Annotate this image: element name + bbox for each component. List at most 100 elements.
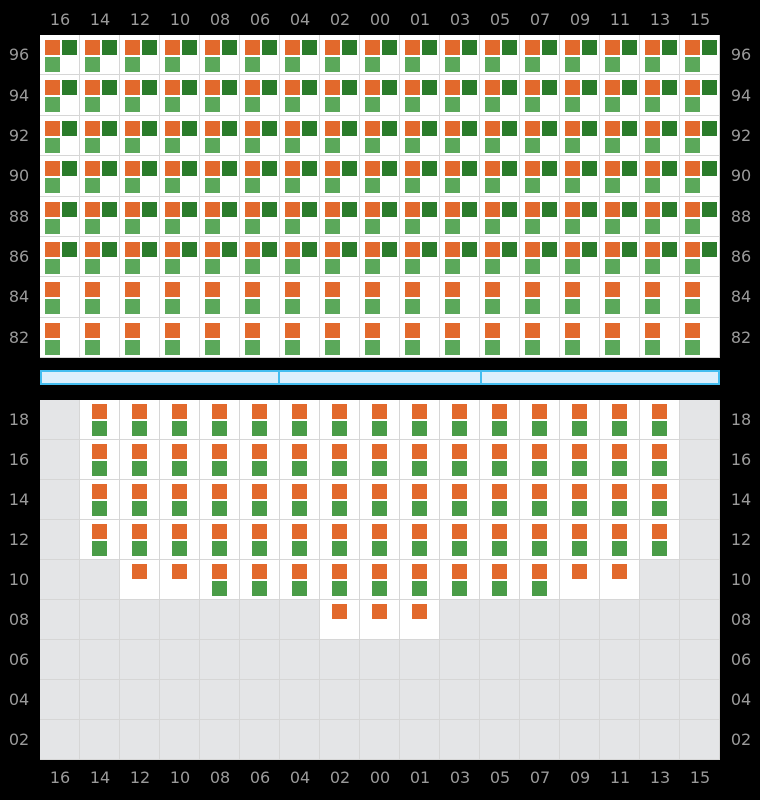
- cell-top-94-16[interactable]: [40, 75, 80, 116]
- cell-bottom-16-12[interactable]: [120, 440, 160, 480]
- cell-top-92-00[interactable]: [360, 115, 400, 157]
- cell-top-96-09[interactable]: [560, 35, 600, 76]
- cell-top-84-03[interactable]: [440, 277, 480, 318]
- cell-bottom-08-06[interactable]: [240, 600, 280, 640]
- cell-bottom-12-00[interactable]: [360, 520, 400, 560]
- cell-bottom-06-04[interactable]: [280, 640, 320, 680]
- cell-bottom-02-12[interactable]: [120, 720, 160, 760]
- cell-top-94-08[interactable]: [200, 75, 240, 116]
- cell-top-94-11[interactable]: [600, 75, 640, 116]
- cell-top-92-12[interactable]: [120, 115, 160, 157]
- cell-top-94-05[interactable]: [480, 75, 520, 116]
- cell-bottom-18-16[interactable]: [40, 400, 80, 440]
- cell-bottom-02-07[interactable]: [520, 720, 560, 760]
- cell-bottom-10-14[interactable]: [80, 560, 120, 600]
- cell-bottom-10-01[interactable]: [400, 560, 440, 600]
- cell-top-96-01[interactable]: [400, 35, 440, 76]
- cell-bottom-08-04[interactable]: [280, 600, 320, 640]
- cell-top-84-08[interactable]: [200, 277, 240, 318]
- cell-top-82-10[interactable]: [160, 317, 200, 358]
- cell-bottom-08-08[interactable]: [200, 600, 240, 640]
- cell-top-84-04[interactable]: [280, 277, 320, 318]
- cell-top-92-10[interactable]: [160, 115, 200, 157]
- cell-top-82-07[interactable]: [520, 317, 560, 358]
- cell-top-94-14[interactable]: [80, 75, 120, 116]
- cell-bottom-06-09[interactable]: [560, 640, 600, 680]
- cell-top-82-16[interactable]: [40, 317, 80, 358]
- cell-top-90-00[interactable]: [360, 156, 400, 197]
- cell-top-86-08[interactable]: [200, 236, 240, 278]
- cell-bottom-08-01[interactable]: [400, 600, 440, 640]
- cell-top-92-07[interactable]: [520, 115, 560, 157]
- cell-bottom-16-05[interactable]: [480, 440, 520, 480]
- cell-top-86-01[interactable]: [400, 236, 440, 278]
- cell-top-90-15[interactable]: [680, 156, 720, 197]
- cell-top-86-12[interactable]: [120, 236, 160, 278]
- cell-bottom-14-09[interactable]: [560, 480, 600, 520]
- cell-top-92-01[interactable]: [400, 115, 440, 157]
- cell-bottom-14-04[interactable]: [280, 480, 320, 520]
- cell-bottom-08-05[interactable]: [480, 600, 520, 640]
- cell-top-90-10[interactable]: [160, 156, 200, 197]
- cell-top-86-14[interactable]: [80, 236, 120, 278]
- cell-top-96-13[interactable]: [640, 35, 680, 76]
- cell-bottom-10-11[interactable]: [600, 560, 640, 600]
- cell-bottom-18-08[interactable]: [200, 400, 240, 440]
- cell-top-86-04[interactable]: [280, 236, 320, 278]
- cell-bottom-10-07[interactable]: [520, 560, 560, 600]
- cell-top-88-12[interactable]: [120, 196, 160, 237]
- cell-bottom-16-03[interactable]: [440, 440, 480, 480]
- cell-top-94-13[interactable]: [640, 75, 680, 116]
- cell-bottom-04-12[interactable]: [120, 680, 160, 720]
- cell-bottom-10-12[interactable]: [120, 560, 160, 600]
- cell-top-88-16[interactable]: [40, 196, 80, 237]
- cell-top-82-01[interactable]: [400, 317, 440, 358]
- cell-bottom-10-05[interactable]: [480, 560, 520, 600]
- cell-bottom-06-03[interactable]: [440, 640, 480, 680]
- cell-top-96-05[interactable]: [480, 35, 520, 76]
- cell-bottom-08-03[interactable]: [440, 600, 480, 640]
- cell-top-92-15[interactable]: [680, 115, 720, 157]
- cell-top-86-05[interactable]: [480, 236, 520, 278]
- cell-top-84-09[interactable]: [560, 277, 600, 318]
- cell-top-92-04[interactable]: [280, 115, 320, 157]
- cell-bottom-18-04[interactable]: [280, 400, 320, 440]
- cell-bottom-02-05[interactable]: [480, 720, 520, 760]
- cell-bottom-02-04[interactable]: [280, 720, 320, 760]
- cell-top-94-02[interactable]: [320, 75, 360, 116]
- cell-top-94-09[interactable]: [560, 75, 600, 116]
- cell-bottom-06-10[interactable]: [160, 640, 200, 680]
- cell-top-90-06[interactable]: [240, 156, 280, 197]
- cell-top-90-09[interactable]: [560, 156, 600, 197]
- cell-bottom-12-15[interactable]: [680, 520, 720, 560]
- cell-bottom-18-02[interactable]: [320, 400, 360, 440]
- cell-top-86-09[interactable]: [560, 236, 600, 278]
- cell-top-90-03[interactable]: [440, 156, 480, 197]
- cell-bottom-12-03[interactable]: [440, 520, 480, 560]
- cell-bottom-08-07[interactable]: [520, 600, 560, 640]
- cell-bottom-16-10[interactable]: [160, 440, 200, 480]
- range-bar-segment-3[interactable]: [482, 372, 718, 383]
- cell-bottom-08-15[interactable]: [680, 600, 720, 640]
- cell-bottom-16-07[interactable]: [520, 440, 560, 480]
- cell-bottom-14-00[interactable]: [360, 480, 400, 520]
- cell-bottom-14-14[interactable]: [80, 480, 120, 520]
- cell-bottom-12-11[interactable]: [600, 520, 640, 560]
- cell-bottom-06-15[interactable]: [680, 640, 720, 680]
- cell-top-84-07[interactable]: [520, 277, 560, 318]
- cell-bottom-04-08[interactable]: [200, 680, 240, 720]
- cell-top-92-13[interactable]: [640, 115, 680, 157]
- cell-bottom-16-08[interactable]: [200, 440, 240, 480]
- cell-bottom-04-13[interactable]: [640, 680, 680, 720]
- cell-bottom-16-02[interactable]: [320, 440, 360, 480]
- cell-bottom-12-07[interactable]: [520, 520, 560, 560]
- cell-bottom-04-06[interactable]: [240, 680, 280, 720]
- cell-bottom-18-12[interactable]: [120, 400, 160, 440]
- cell-bottom-06-08[interactable]: [200, 640, 240, 680]
- cell-bottom-06-14[interactable]: [80, 640, 120, 680]
- cell-bottom-14-08[interactable]: [200, 480, 240, 520]
- cell-top-86-13[interactable]: [640, 236, 680, 278]
- cell-bottom-18-11[interactable]: [600, 400, 640, 440]
- cell-bottom-06-01[interactable]: [400, 640, 440, 680]
- cell-bottom-12-06[interactable]: [240, 520, 280, 560]
